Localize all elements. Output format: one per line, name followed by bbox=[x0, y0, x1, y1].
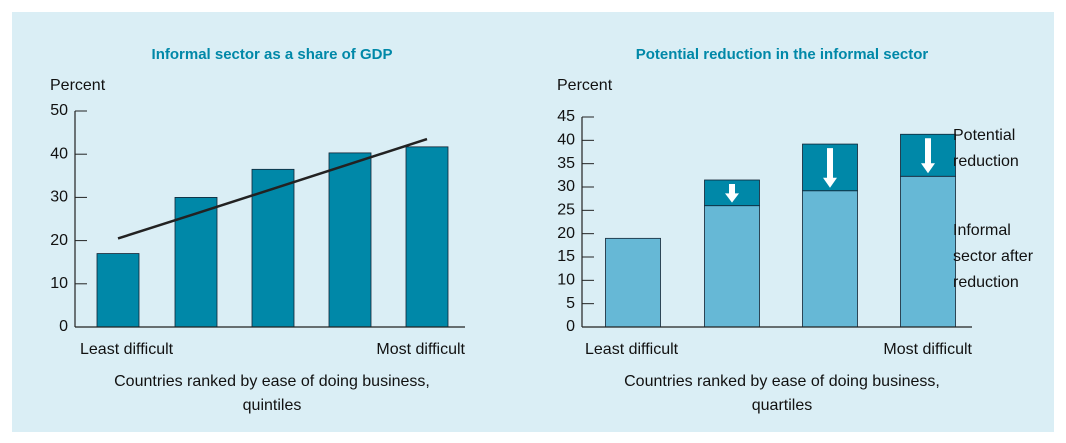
y-tick-label: 40 bbox=[557, 132, 575, 149]
y-tick-label: 30 bbox=[50, 189, 68, 206]
y-tick-label: 45 bbox=[557, 108, 575, 125]
x-tick-label: Most difficult bbox=[376, 341, 465, 358]
bar-segment bbox=[900, 175, 956, 328]
legend-label: reduction bbox=[953, 274, 1019, 291]
legend-label: reduction bbox=[953, 153, 1019, 170]
x-tick-label: Most difficult bbox=[883, 341, 972, 358]
y-tick-label: 5 bbox=[566, 295, 575, 312]
y-axis-label: Percent bbox=[50, 77, 106, 94]
bar bbox=[174, 196, 218, 328]
y-tick-label: 15 bbox=[557, 248, 575, 265]
y-tick-label: 10 bbox=[50, 275, 68, 292]
y-tick-label: 35 bbox=[557, 155, 575, 172]
x-tick-label: Least difficult bbox=[80, 341, 174, 358]
bar bbox=[328, 152, 372, 328]
legend-label: Informal bbox=[953, 222, 1011, 239]
bar-segment bbox=[802, 190, 858, 328]
reduction-arrow bbox=[921, 138, 935, 174]
x-axis-label: Countries ranked by ease of doing busine… bbox=[114, 373, 430, 390]
y-tick-label: 40 bbox=[50, 145, 68, 162]
y-tick-label: 20 bbox=[50, 232, 68, 249]
y-tick-label: 50 bbox=[50, 102, 68, 119]
y-axis-label: Percent bbox=[557, 77, 613, 94]
x-tick-label: Least difficult bbox=[585, 341, 679, 358]
bar-segment bbox=[704, 205, 760, 328]
x-axis-label: Countries ranked by ease of doing busine… bbox=[624, 373, 940, 390]
y-tick-label: 30 bbox=[557, 178, 575, 195]
bar bbox=[405, 146, 449, 328]
x-axis-label: quartiles bbox=[752, 397, 812, 414]
y-tick-label: 20 bbox=[557, 225, 575, 242]
y-tick-label: 10 bbox=[557, 272, 575, 289]
reduction-arrow bbox=[725, 184, 739, 203]
chart-title: Informal sector as a share of GDP bbox=[152, 46, 393, 63]
legend-label: sector after bbox=[953, 248, 1034, 265]
chart-title: Potential reduction in the informal sect… bbox=[636, 46, 929, 63]
y-tick-label: 25 bbox=[557, 202, 575, 219]
legend-label: Potential bbox=[953, 127, 1015, 144]
x-axis-label: quintiles bbox=[243, 397, 302, 414]
reduction-arrow bbox=[823, 148, 837, 188]
trend-line bbox=[117, 137, 428, 240]
bar bbox=[96, 253, 140, 328]
bar bbox=[251, 168, 295, 328]
y-tick-label: 0 bbox=[59, 318, 68, 335]
bar-segment bbox=[605, 237, 661, 328]
y-tick-label: 0 bbox=[566, 318, 575, 335]
